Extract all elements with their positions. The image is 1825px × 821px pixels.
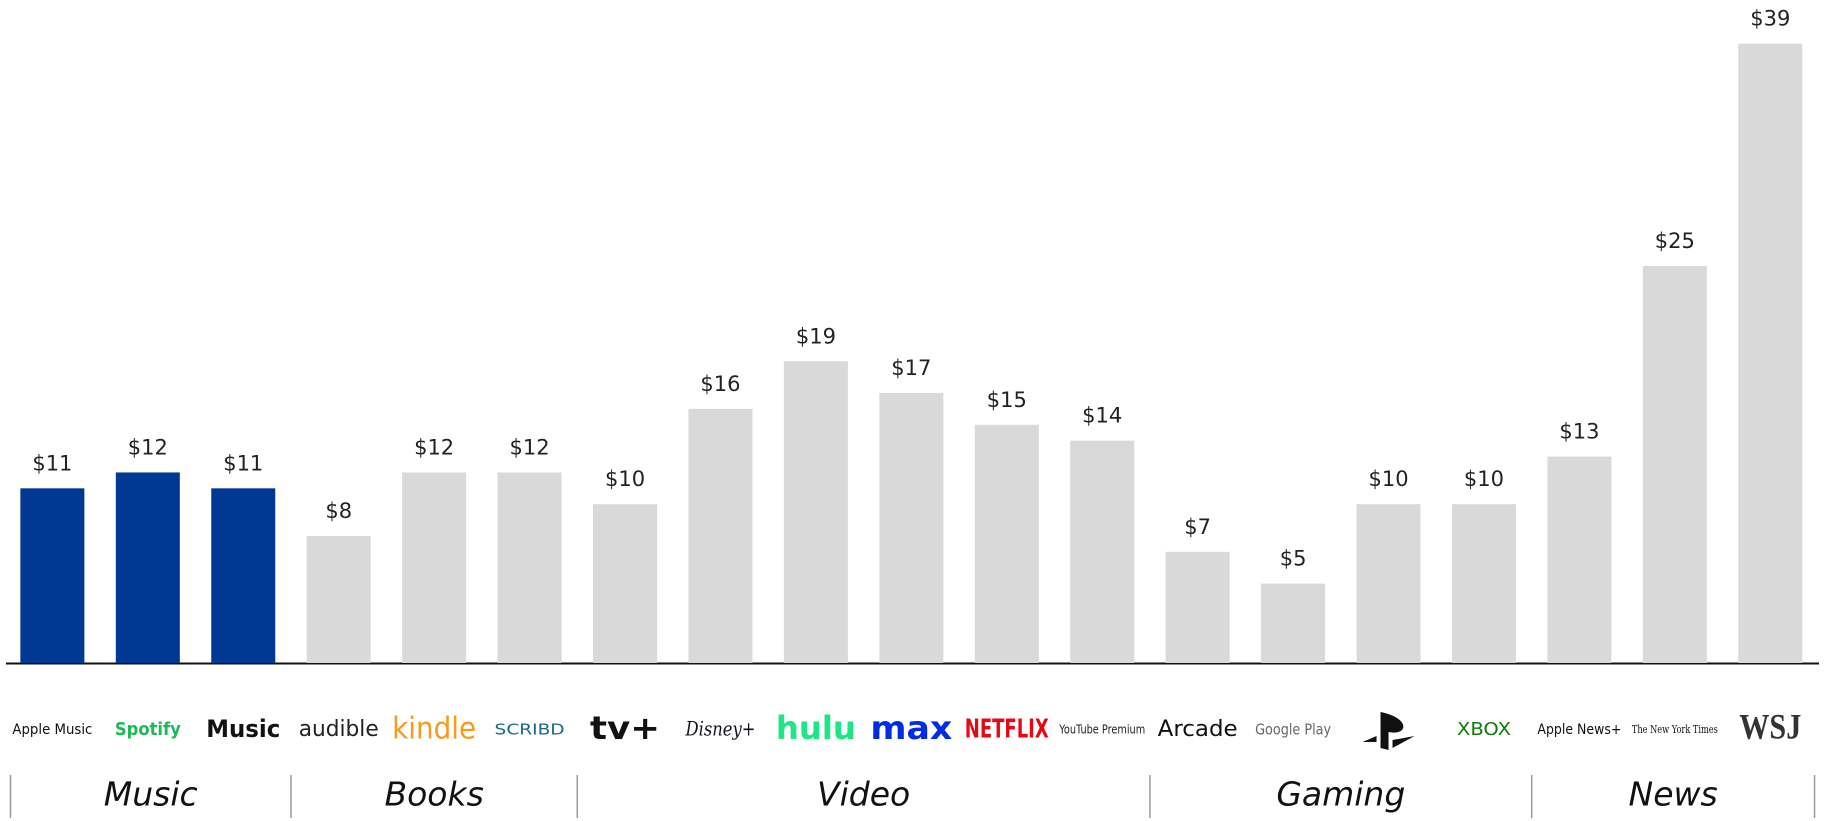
- brand-logo: audible: [299, 717, 379, 742]
- value-label: $12: [128, 435, 168, 459]
- value-label: $8: [325, 499, 352, 523]
- value-label: $15: [987, 388, 1027, 412]
- brand-logo: SCRIBD: [495, 721, 565, 739]
- group-label: Books: [384, 775, 483, 814]
- value-label: $5: [1280, 547, 1307, 571]
- bar: [688, 408, 753, 663]
- brand-logo: Apple News+: [1537, 722, 1621, 738]
- brand-logo: Disney+: [685, 717, 756, 741]
- value-label: $14: [1082, 404, 1122, 428]
- value-label: $11: [32, 451, 72, 475]
- value-label: $11: [223, 451, 263, 475]
- bar: [497, 472, 562, 663]
- value-label: $39: [1750, 7, 1790, 31]
- value-label: $19: [796, 324, 836, 348]
- bar: [1165, 551, 1230, 663]
- value-label: $12: [414, 435, 454, 459]
- value-label: $17: [891, 356, 931, 380]
- brand-logo: Music: [206, 715, 280, 743]
- group-label: Video: [817, 775, 910, 814]
- bar: [20, 488, 85, 663]
- bar: [306, 535, 371, 663]
- brand-logo: Google Play: [1255, 721, 1331, 739]
- group-label: News: [1629, 775, 1718, 814]
- brand-logo: NETFLIX: [965, 715, 1049, 745]
- brand-logo: hulu: [776, 709, 856, 747]
- value-label: $10: [1368, 467, 1408, 491]
- bar: [1738, 43, 1803, 664]
- value-label: $7: [1184, 515, 1211, 539]
- brand-logo: Apple Music: [12, 722, 92, 738]
- playstation-logo: [1362, 712, 1415, 750]
- value-label: $25: [1655, 229, 1695, 253]
- bar: [1356, 504, 1421, 663]
- brand-logo: kindle: [392, 712, 476, 747]
- bar: [1642, 266, 1707, 663]
- value-label: $10: [605, 467, 645, 491]
- bar: [402, 472, 467, 663]
- bar: [783, 361, 848, 663]
- bar: [1451, 504, 1516, 663]
- bar: [593, 504, 658, 663]
- brand-logo: The New York Times: [1632, 723, 1718, 736]
- brand-logo: XBOX: [1457, 719, 1511, 740]
- brand-logo: WSJ: [1739, 706, 1801, 746]
- bar: [974, 424, 1039, 663]
- bar: [1547, 456, 1612, 663]
- bar: [211, 488, 276, 663]
- value-label: $12: [510, 435, 550, 459]
- brand-logo: Spotify: [115, 719, 181, 740]
- brand-logo: Arcade: [1158, 717, 1238, 742]
- brand-logo: max: [870, 709, 952, 747]
- group-label: Music: [104, 775, 198, 814]
- bar: [115, 472, 180, 663]
- value-label: $13: [1559, 420, 1599, 444]
- brand-logo: YouTube Premium: [1058, 723, 1145, 737]
- value-label: $16: [700, 372, 740, 396]
- bar: [1261, 583, 1326, 663]
- brand-logo: tv+: [590, 709, 660, 747]
- bar: [879, 393, 944, 663]
- bar: [1070, 440, 1135, 663]
- group-label: Gaming: [1276, 775, 1405, 814]
- value-label: $10: [1464, 467, 1504, 491]
